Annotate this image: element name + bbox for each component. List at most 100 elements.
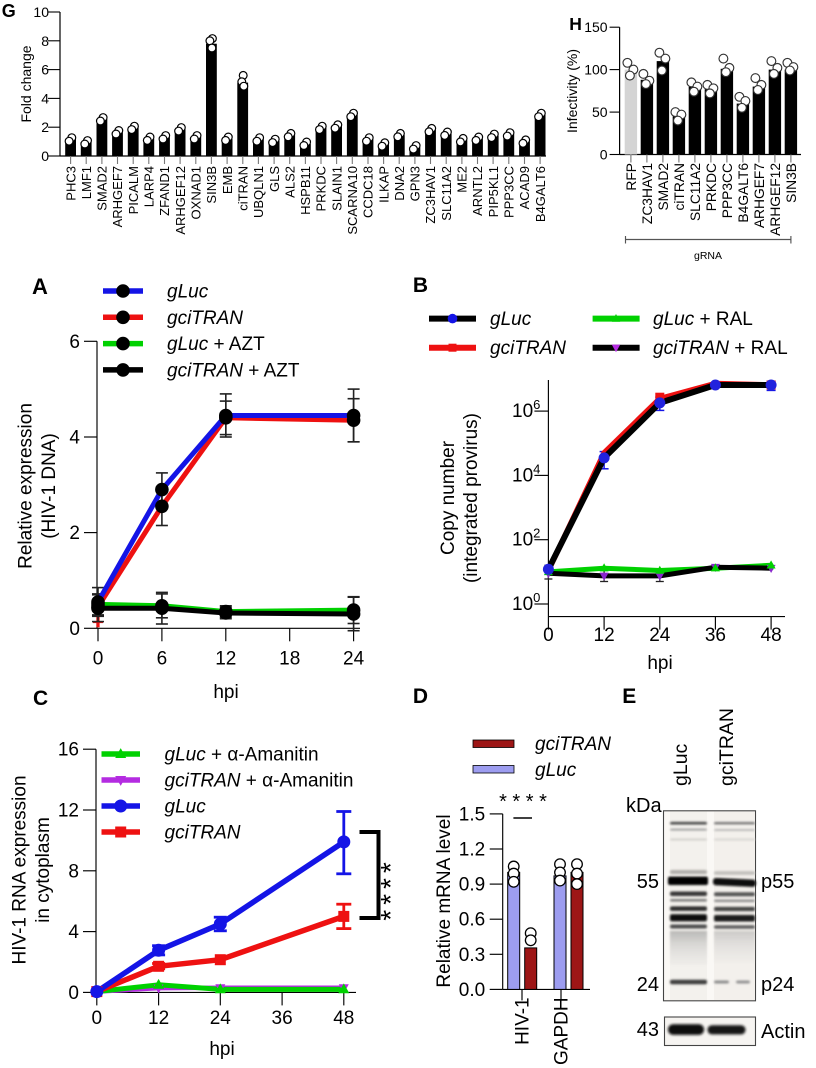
svg-text:0.9: 0.9: [459, 875, 485, 896]
svg-text:HSPB11: HSPB11: [298, 166, 313, 215]
svg-text:GAPDH: GAPDH: [552, 997, 573, 1065]
svg-text:0.6: 0.6: [459, 910, 485, 931]
svg-text:UBQLN1: UBQLN1: [251, 166, 266, 218]
svg-text:12: 12: [594, 625, 615, 646]
svg-text:ARHGEF12: ARHGEF12: [768, 163, 783, 236]
svg-text:100: 100: [512, 590, 540, 615]
svg-text:LARP4: LARP4: [142, 166, 157, 207]
svg-text:150: 150: [584, 19, 608, 35]
svg-text:ACAD9: ACAD9: [517, 166, 532, 209]
svg-text:4: 4: [41, 90, 49, 106]
svg-text:24: 24: [637, 974, 659, 996]
svg-text:gciTRAN: gciTRAN: [535, 734, 611, 755]
svg-text:ALS2: ALS2: [282, 166, 297, 198]
svg-text:SCARNA10: SCARNA10: [345, 166, 360, 235]
svg-text:p24: p24: [761, 974, 794, 996]
svg-text:hpi: hpi: [209, 1039, 234, 1060]
svg-text:gciTRAN: gciTRAN: [167, 308, 243, 329]
svg-text:gciTRAN + RAL: gciTRAN + RAL: [653, 338, 788, 359]
svg-text:Relative expression: Relative expression: [16, 403, 37, 569]
svg-text:CCDC18: CCDC18: [361, 166, 376, 218]
svg-text:12: 12: [215, 648, 236, 669]
svg-text:SIN3B: SIN3B: [784, 163, 799, 203]
svg-text:LMF1: LMF1: [79, 166, 94, 199]
svg-text:0: 0: [41, 148, 49, 164]
svg-text:SMAD2: SMAD2: [656, 163, 671, 211]
svg-text:gLuc: gLuc: [670, 743, 692, 786]
svg-text:Infectivity (%): Infectivity (%): [564, 49, 580, 133]
svg-text:10: 10: [33, 4, 49, 20]
svg-text:PRKDC: PRKDC: [704, 163, 719, 211]
svg-text:RFP: RFP: [624, 163, 639, 191]
svg-text:gciTRAN + α-Amanitin: gciTRAN + α-Amanitin: [165, 771, 354, 792]
svg-text:DNA2: DNA2: [392, 166, 407, 201]
svg-text:C: C: [33, 687, 48, 710]
svg-text:8: 8: [68, 861, 79, 882]
svg-text:E: E: [622, 685, 636, 708]
svg-text:ZFAND1: ZFAND1: [157, 166, 172, 216]
svg-text:ARHGEF12: ARHGEF12: [173, 166, 188, 235]
svg-text:PRKDC: PRKDC: [314, 166, 329, 212]
svg-text:PHC3: PHC3: [63, 166, 78, 201]
svg-text:gLuc: gLuc: [167, 282, 209, 303]
svg-text:2: 2: [69, 523, 80, 544]
svg-text:ARHGEF7: ARHGEF7: [752, 163, 767, 228]
svg-text:PICALM: PICALM: [126, 166, 141, 214]
svg-text:ciTRAN: ciTRAN: [235, 166, 250, 211]
svg-text:12: 12: [58, 801, 79, 822]
svg-text:36: 36: [272, 1008, 293, 1029]
svg-text:ME2: ME2: [455, 166, 470, 193]
svg-text:B: B: [413, 274, 428, 297]
svg-text:D: D: [413, 685, 428, 708]
svg-text:1.2: 1.2: [459, 840, 485, 861]
svg-text:in cytoplasm: in cytoplasm: [33, 817, 54, 923]
svg-text:ZC3HAV1: ZC3HAV1: [640, 163, 655, 224]
svg-text:1.5: 1.5: [459, 804, 485, 825]
svg-text:(HIV-1 DNA): (HIV-1 DNA): [39, 433, 60, 539]
svg-text:OXNAD1: OXNAD1: [189, 166, 204, 219]
svg-text:Copy number: Copy number: [438, 440, 459, 555]
svg-text:(integrated provirus): (integrated provirus): [461, 413, 482, 583]
svg-text:18: 18: [279, 648, 300, 669]
svg-text:gLuc: gLuc: [490, 309, 532, 330]
svg-text:SLC11A2: SLC11A2: [439, 166, 454, 221]
svg-text:* * * *: * * * *: [499, 791, 547, 813]
svg-text:48: 48: [333, 1008, 354, 1029]
svg-text:p55: p55: [761, 871, 794, 893]
svg-text:0: 0: [543, 625, 554, 646]
svg-text:24: 24: [343, 648, 365, 669]
svg-text:4: 4: [68, 922, 79, 943]
svg-text:PIP5KL1: PIP5KL1: [486, 166, 501, 217]
svg-text:100: 100: [584, 62, 608, 78]
svg-text:ciTRAN: ciTRAN: [672, 163, 687, 211]
svg-text:16: 16: [58, 740, 79, 761]
svg-text:0: 0: [69, 619, 80, 640]
svg-text:kDa: kDa: [626, 795, 662, 817]
svg-text:0: 0: [93, 648, 104, 669]
svg-text:gRNA: gRNA: [694, 250, 722, 262]
svg-text:gciTRAN: gciTRAN: [490, 338, 566, 359]
svg-text:48: 48: [761, 625, 782, 646]
svg-text:****: ****: [375, 857, 406, 921]
svg-text:24: 24: [649, 625, 671, 646]
svg-text:HIV-1 RNA expression: HIV-1 RNA expression: [10, 775, 31, 964]
svg-text:SMAD2: SMAD2: [95, 166, 110, 211]
svg-text:55: 55: [637, 871, 659, 893]
svg-text:gLuc: gLuc: [535, 760, 577, 781]
svg-text:2: 2: [41, 119, 49, 135]
svg-text:ILKAP: ILKAP: [376, 166, 391, 203]
svg-text:24: 24: [210, 1008, 232, 1029]
svg-text:0: 0: [68, 983, 79, 1004]
svg-text:gLuc + α-Amanitin: gLuc + α-Amanitin: [165, 745, 319, 766]
svg-text:H: H: [569, 14, 582, 34]
svg-text:hpi: hpi: [647, 653, 672, 674]
svg-text:36: 36: [705, 625, 726, 646]
svg-text:Actin: Actin: [761, 1021, 805, 1043]
svg-text:PPP3CC: PPP3CC: [720, 163, 735, 218]
svg-text:G: G: [2, 1, 16, 21]
svg-text:12: 12: [148, 1008, 169, 1029]
svg-text:SLC11A2: SLC11A2: [688, 163, 703, 221]
svg-text:6: 6: [157, 648, 168, 669]
svg-text:HIV-1: HIV-1: [513, 997, 534, 1045]
svg-text:ZC3HAV1: ZC3HAV1: [423, 166, 438, 224]
